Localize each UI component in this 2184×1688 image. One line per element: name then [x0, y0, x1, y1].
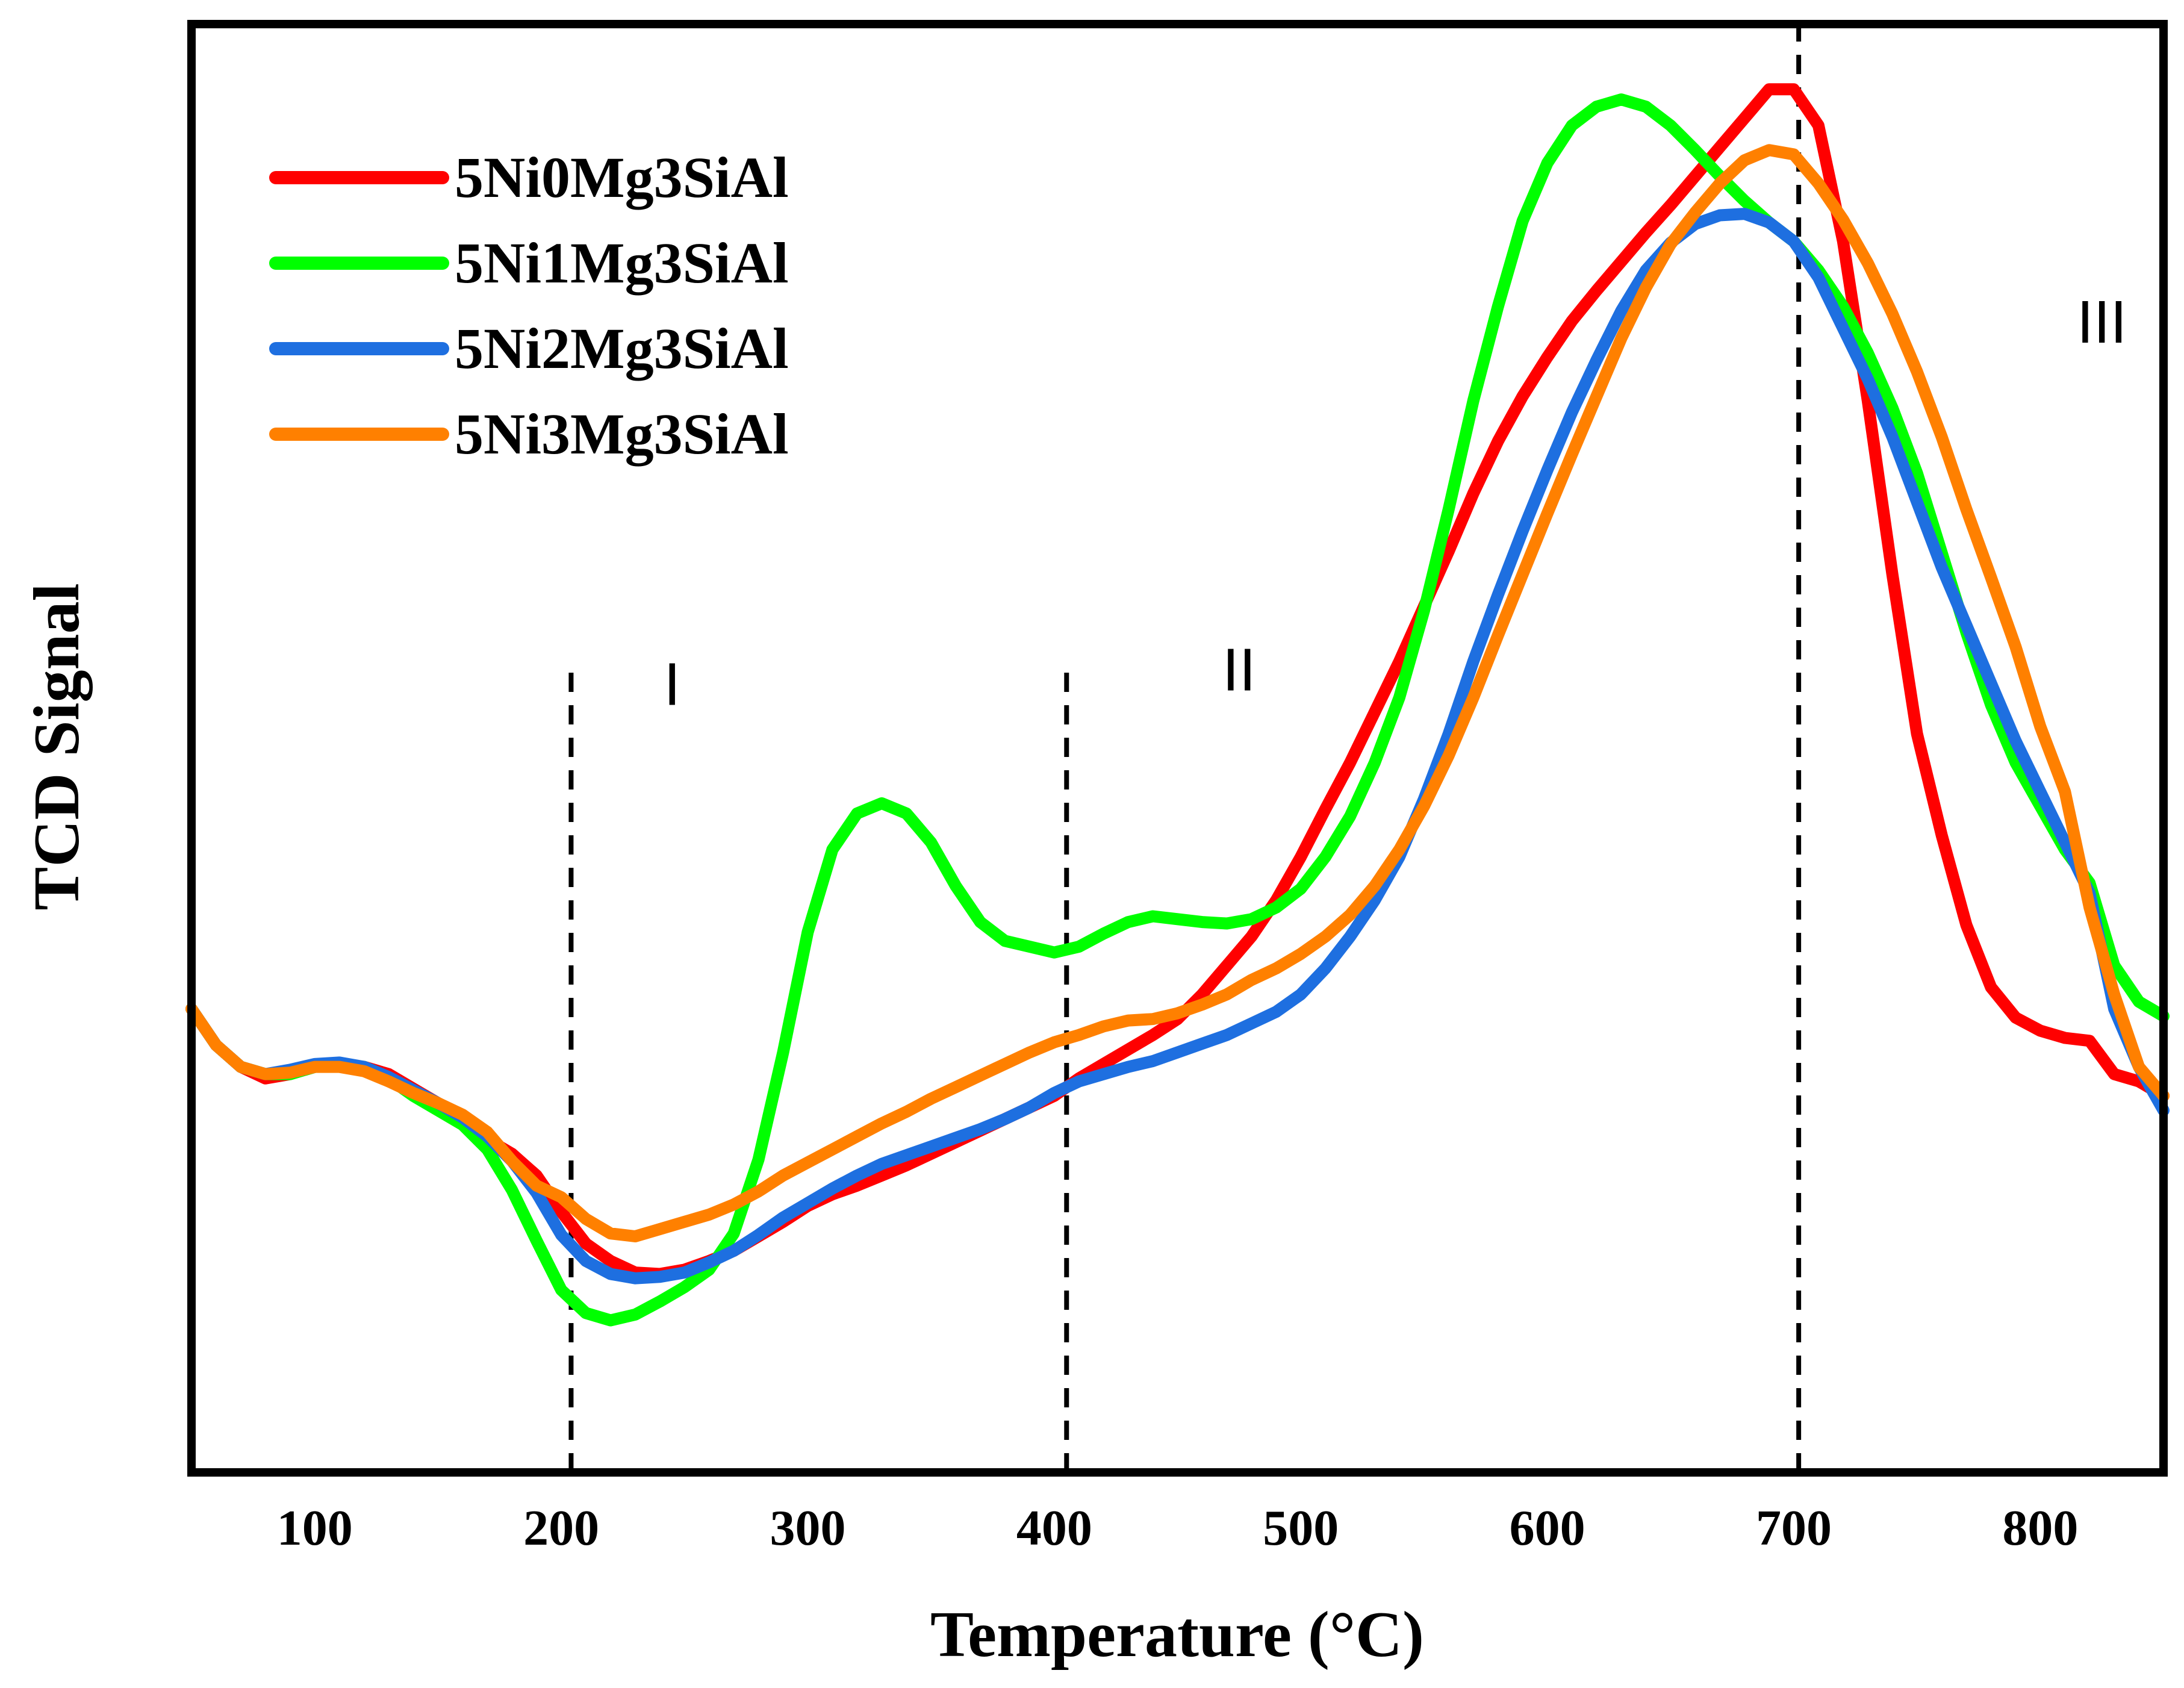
legend-label-5Ni1Mg3SiAl: 5Ni1Mg3SiAl	[455, 231, 789, 295]
x-axis-label: Temperature (°C)	[930, 1599, 1424, 1671]
x-tick-label: 800	[2002, 1500, 2078, 1556]
x-tick-label: 100	[277, 1500, 353, 1556]
legend-label-5Ni3Mg3SiAl: 5Ni3Mg3SiAl	[455, 402, 789, 466]
x-tick-label: 300	[770, 1500, 845, 1556]
y-axis-label: TCD Signal	[21, 583, 93, 910]
x-tick-labels: 100 200 300 400 500 600 700 800	[277, 1500, 2079, 1556]
plot-frame	[187, 20, 2168, 1477]
region-label-3: III	[2077, 288, 2127, 356]
series-line-5Ni3Mg3SiAl	[185, 144, 2170, 1242]
series-line-5Ni1Mg3SiAl	[185, 93, 2170, 1327]
x-tick-label: 600	[1510, 1500, 1585, 1556]
legend-label-5Ni2Mg3SiAl: 5Ni2Mg3SiAl	[455, 316, 789, 381]
x-tick-label: 200	[523, 1500, 599, 1556]
legend-label-5Ni0Mg3SiAl: 5Ni0Mg3SiAl	[455, 145, 789, 210]
region-label-1: I	[664, 650, 680, 718]
x-tick-label: 700	[1756, 1500, 1832, 1556]
x-tick-label: 400	[1016, 1500, 1092, 1556]
region-label-2: II	[1222, 636, 1256, 703]
x-tick-label: 500	[1263, 1500, 1339, 1556]
legend: 5Ni0Mg3SiAl 5Ni1Mg3SiAl 5Ni2Mg3SiAl 5Ni3Mg3…	[269, 145, 789, 466]
